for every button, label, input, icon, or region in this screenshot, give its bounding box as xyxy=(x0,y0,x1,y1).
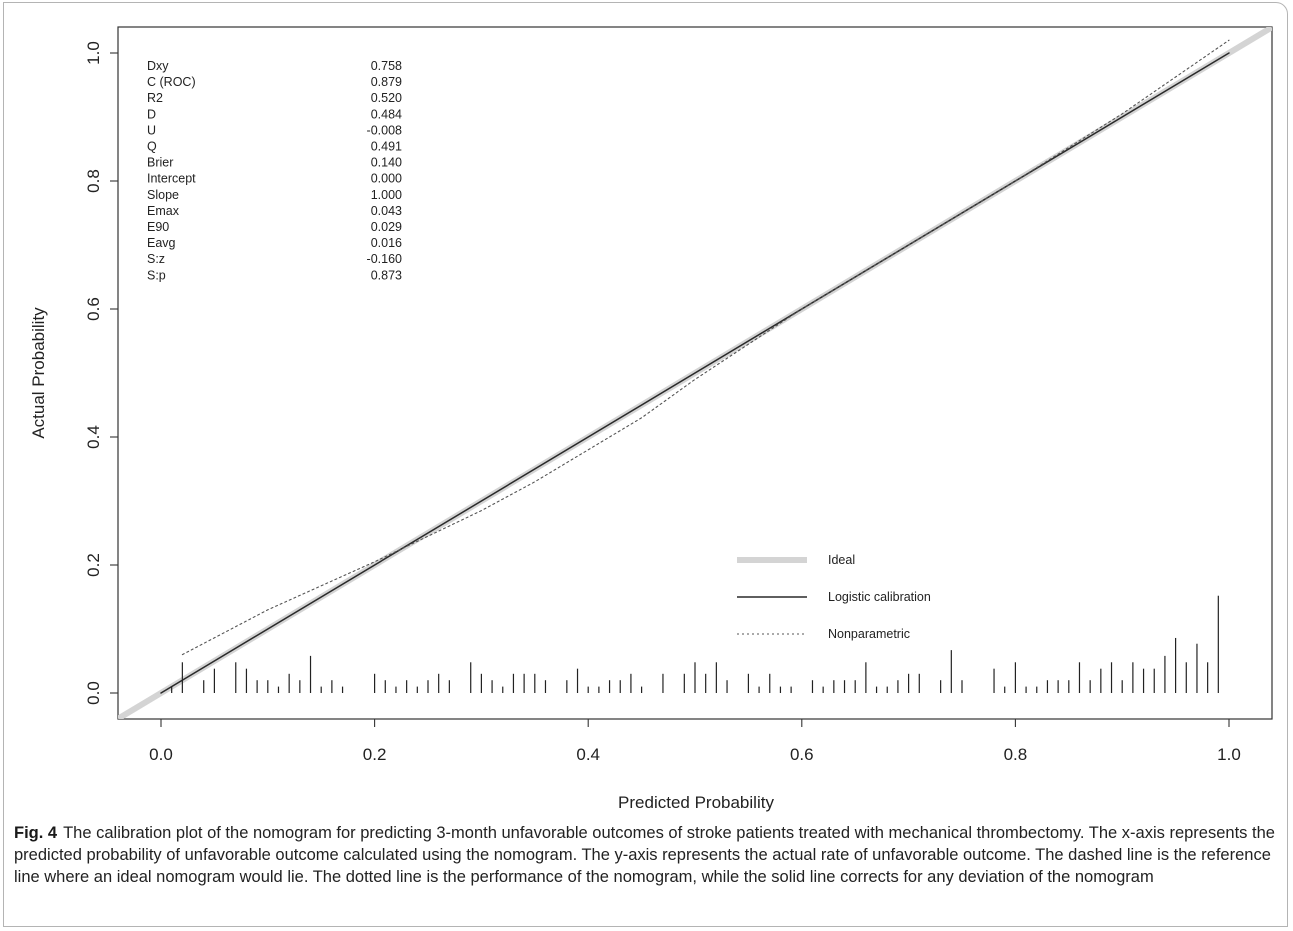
stat-label: Q xyxy=(147,140,157,154)
x-tick-label: 0.0 xyxy=(149,745,173,764)
figure-frame xyxy=(3,2,1288,927)
stat-value: -0.008 xyxy=(367,123,402,137)
stat-value: 1.000 xyxy=(371,188,402,202)
x-tick-label: 0.2 xyxy=(363,745,387,764)
stat-label: Dxy xyxy=(147,59,169,73)
x-tick-label: 0.8 xyxy=(1004,745,1028,764)
stat-label: E90 xyxy=(147,220,169,234)
stat-label: Eavg xyxy=(147,236,176,250)
y-axis-title: Actual Probability xyxy=(29,307,48,439)
stat-label: D xyxy=(147,107,156,121)
x-axis-title: Predicted Probability xyxy=(618,793,774,812)
y-tick-label: 0.8 xyxy=(84,169,103,193)
y-tick-label: 0.0 xyxy=(84,681,103,705)
stat-value: 0.879 xyxy=(371,75,402,89)
x-tick-label: 0.4 xyxy=(576,745,600,764)
legend-label: Logistic calibration xyxy=(828,590,931,604)
legend-label: Nonparametric xyxy=(828,627,910,641)
y-tick-label: 0.4 xyxy=(84,425,103,449)
stat-value: -0.160 xyxy=(367,252,402,266)
stat-value: 0.491 xyxy=(371,140,402,154)
stat-label: C (ROC) xyxy=(147,75,196,89)
stat-label: Emax xyxy=(147,204,180,218)
y-tick-label: 0.2 xyxy=(84,553,103,577)
series-line-logistic-calibration xyxy=(160,52,1230,694)
stat-label: Intercept xyxy=(147,172,196,186)
y-tick-label: 0.6 xyxy=(84,297,103,321)
stat-label: Slope xyxy=(147,188,179,202)
stat-value: 0.520 xyxy=(371,91,402,105)
y-tick-label: 1.0 xyxy=(84,41,103,65)
stat-value: 0.140 xyxy=(371,156,402,170)
stat-value: 0.873 xyxy=(371,268,402,282)
x-tick-label: 1.0 xyxy=(1217,745,1241,764)
figure-caption: Fig. 4 The calibration plot of the nomogr… xyxy=(14,822,1279,888)
stat-value: 0.029 xyxy=(371,220,402,234)
stat-value: 0.758 xyxy=(371,59,402,73)
stat-label: S:p xyxy=(147,268,166,282)
plot-box xyxy=(117,26,1273,720)
legend-label: Ideal xyxy=(828,553,855,567)
x-tick-label: 0.6 xyxy=(790,745,814,764)
stat-value: 0.043 xyxy=(371,204,402,218)
stat-label: S:z xyxy=(147,252,165,266)
stat-label: R2 xyxy=(147,91,163,105)
calibration-plot: 0.0 0.2 0.4 0.6 0.8 1.0 0.0 0.2 0.4 0.6 0.8 1.0 Dxy… xyxy=(29,26,1273,812)
stat-label: Brier xyxy=(147,156,173,170)
caption-text: The calibration plot of the nomogram for… xyxy=(14,824,1275,886)
caption-label: Fig. 4 xyxy=(14,824,58,842)
series-line-nonparametric xyxy=(181,39,1230,656)
stat-label: U xyxy=(147,123,156,137)
stat-value: 0.000 xyxy=(371,172,402,186)
stat-value: 0.484 xyxy=(371,107,402,121)
stat-value: 0.016 xyxy=(371,236,402,250)
